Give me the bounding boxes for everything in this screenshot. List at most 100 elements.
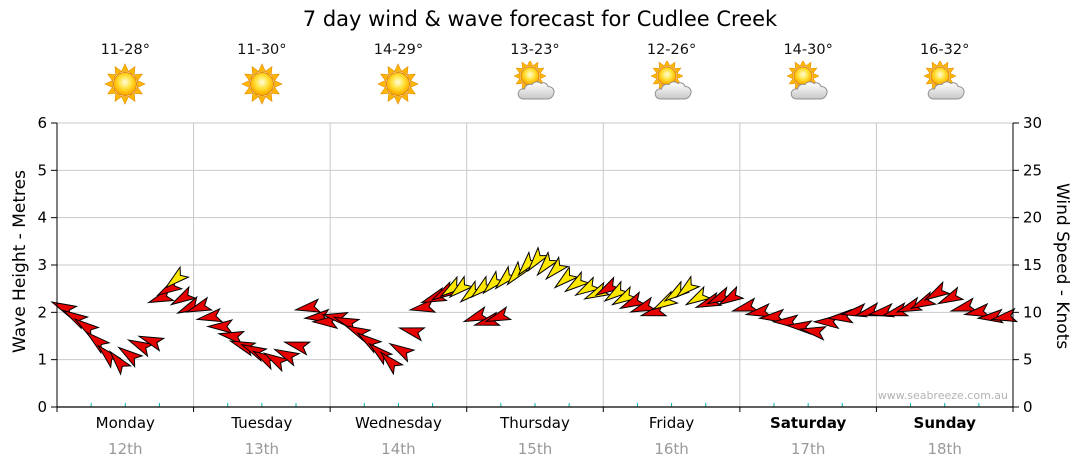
wind-speed-tick-label: 15	[1023, 256, 1042, 274]
sun-cloud-icon	[470, 61, 600, 107]
temp-range: 11-28°	[100, 42, 150, 58]
wind-arrow	[962, 302, 991, 318]
wind-arrow	[272, 348, 301, 367]
day-date-saturday: 17th	[790, 440, 826, 458]
sun-cloud-icon	[607, 61, 737, 107]
day-label-monday: Monday	[95, 414, 155, 432]
wind-arrow	[744, 302, 773, 318]
wind-arrow	[563, 270, 591, 293]
temp-range: 16-32°	[920, 42, 970, 58]
wave-height-tick-label: 2	[37, 303, 47, 321]
wind-arrow	[527, 246, 550, 273]
day-date-tuesday: 13th	[244, 440, 280, 458]
wave-height-tick-label: 6	[37, 114, 47, 132]
wave-height-tick-label: 5	[37, 161, 47, 179]
wind-arrow	[684, 285, 712, 306]
wind-arrow	[462, 305, 491, 323]
wind-arrow	[909, 291, 938, 310]
sun-icon	[197, 61, 327, 107]
wind-speed-tick-label: 30	[1023, 114, 1042, 132]
wind-arrow	[388, 342, 416, 363]
wind-arrow	[923, 280, 951, 301]
sun-icon	[333, 61, 463, 107]
wind-arrow	[108, 350, 133, 376]
day-forecast-monday: 11-28°	[60, 42, 190, 107]
day-forecast-row: 11-28° 11-30° 14-29° 13-23° 12-26° 14-30° 16-3…	[0, 42, 1080, 122]
day-forecast-tuesday: 11-30°	[197, 42, 327, 107]
sun-cloud-icon	[743, 61, 873, 107]
day-label-saturday: Saturday	[769, 414, 847, 432]
temp-range: 14-30°	[783, 42, 833, 58]
wind-arrow	[798, 326, 827, 341]
wind-arrow	[205, 319, 234, 334]
day-date-monday: 12th	[108, 440, 143, 458]
page-title: 7 day wind & wave forecast for Cudlee Cr…	[302, 7, 778, 31]
wind-arrow	[536, 250, 560, 277]
wind-arrow	[949, 297, 978, 312]
sun-icon	[60, 61, 190, 107]
sun-cloud-icon	[880, 61, 1010, 107]
wind-speed-tick-label: 20	[1023, 209, 1042, 227]
wind-arrow	[85, 331, 111, 355]
wind-arrow	[282, 341, 312, 356]
wind-arrow	[603, 280, 630, 302]
wind-arrow	[408, 298, 437, 313]
wind-arrow	[217, 330, 246, 346]
wave-height-tick-label: 4	[37, 209, 47, 227]
wind-arrow	[717, 285, 745, 306]
wind-arrow	[990, 307, 1019, 323]
wind-arrow	[618, 291, 647, 310]
day-labels-row: Monday 12th Tuesday 13th Wednesday 14th Thursd…	[0, 414, 1080, 474]
wind-arrow	[573, 276, 602, 297]
temp-range: 12-26°	[646, 42, 697, 58]
day-date-friday: 16th	[654, 440, 689, 458]
wind-arrow	[164, 265, 190, 289]
day-label-thursday: Thursday	[500, 414, 570, 432]
wind-arrow	[293, 298, 322, 313]
day-label-sunday: Sunday	[913, 414, 976, 432]
day-date-sunday: 18th	[927, 440, 962, 458]
day-forecast-sunday: 16-32°	[880, 42, 1010, 107]
wind-arrow	[730, 297, 760, 312]
wind-arrow	[379, 351, 405, 376]
wind-arrow	[506, 260, 530, 286]
wind-arrow	[262, 352, 290, 373]
wind-arrow	[553, 265, 580, 289]
wind-arrow	[126, 339, 155, 358]
temp-range: 13-23°	[510, 42, 560, 58]
temp-range: 14-29°	[373, 42, 424, 58]
wind-arrow	[356, 332, 383, 354]
wind-arrow	[675, 275, 701, 299]
day-label-wednesday: Wednesday	[355, 414, 442, 432]
day-forecast-saturday: 14-30°	[743, 42, 873, 107]
day-date-thursday: 15th	[517, 440, 553, 458]
temp-range: 11-30°	[237, 42, 287, 58]
wind-arrow	[484, 305, 513, 323]
wind-arrow	[936, 286, 965, 305]
day-forecast-thursday: 13-23°	[470, 42, 600, 107]
wind-arrow	[448, 275, 475, 299]
wind-speed-tick-label: 10	[1023, 303, 1042, 321]
wind-arrow	[184, 296, 214, 313]
wave-height-tick-label: 3	[37, 256, 47, 274]
day-date-wednesday: 14th	[381, 440, 416, 458]
wind-arrow	[594, 276, 622, 297]
wind-arrow	[397, 327, 426, 342]
wind-arrow	[628, 296, 657, 313]
wind-arrow	[137, 335, 166, 352]
day-label-tuesday: Tuesday	[231, 414, 293, 432]
wind-arrow	[544, 255, 570, 281]
wind-arrow	[117, 346, 144, 368]
day-label-friday: Friday	[648, 414, 695, 432]
wind-arrow	[169, 285, 197, 306]
wind-speed-tick-label: 25	[1023, 161, 1042, 179]
wind-speed-tick-label: 5	[1023, 351, 1033, 369]
wind-arrow	[50, 301, 79, 320]
wind-arrow	[195, 307, 224, 323]
wind-speed-tick-label: 0	[1023, 398, 1033, 416]
watermark: www.seabreeze.com.au	[877, 389, 1008, 402]
wave-height-tick-label: 1	[37, 351, 47, 369]
day-forecast-friday: 12-26°	[607, 42, 737, 107]
